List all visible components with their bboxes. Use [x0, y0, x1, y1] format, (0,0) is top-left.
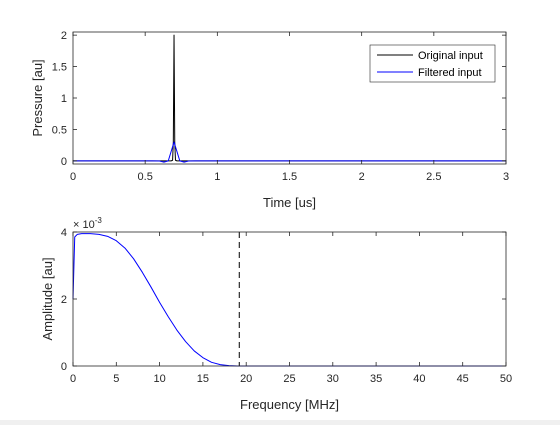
x-tick-label: 0 [70, 373, 76, 385]
x-tick-label: 35 [370, 373, 382, 385]
top-series-group [73, 34, 506, 163]
bottom-ticks-group: 0 5 10 15 20 25 30 35 40 45 50 0 2 4 [61, 227, 512, 385]
series-line-0-0 [73, 34, 506, 162]
legend-box [369, 44, 496, 83]
y-tick-label: 2 [61, 30, 67, 42]
x-tick-label: 1 [214, 171, 220, 183]
x-tick-label: 45 [457, 373, 469, 385]
top-y-axis-label: Pressure [au] [30, 59, 45, 136]
x-tick-label: 40 [413, 373, 425, 385]
bottom-exponent-label: × 10-3 [73, 216, 102, 231]
top-ticks-group: 0 0.5 1 1.5 2 2.5 3 0 0.5 1 1.5 2 [52, 30, 509, 183]
x-tick-label: 30 [327, 373, 339, 385]
y-tick-label: 1 [61, 93, 67, 105]
exponent-base: × 10 [73, 219, 95, 231]
bottom-x-axis-label: Frequency [MHz] [240, 397, 339, 412]
top-axes: 0 0.5 1 1.5 2 2.5 3 0 0.5 1 1.5 2 Time [us] Pressur… [30, 30, 509, 210]
series-line-0-1 [73, 141, 506, 163]
y-tick-label: 1.5 [52, 62, 67, 74]
x-tick-label: 20 [240, 373, 252, 385]
bottom-axes-background [73, 232, 506, 366]
x-tick-label: 5 [113, 373, 119, 385]
x-tick-label: 2.5 [426, 171, 441, 183]
y-tick-label: 2 [61, 294, 67, 306]
legend-label-original-input: Original input [418, 50, 483, 62]
x-tick-label: 10 [153, 373, 165, 385]
x-tick-label: 2 [359, 171, 365, 183]
y-tick-label: 0.5 [52, 124, 67, 136]
legend: Original input Filtered input [369, 44, 496, 83]
bottom-axes: 0 5 10 15 20 25 30 35 40 45 50 0 2 4 × 10-3 Frequency… [40, 216, 512, 412]
x-tick-label: 3 [503, 171, 509, 183]
x-tick-label: 50 [500, 373, 512, 385]
x-tick-label: 25 [283, 373, 295, 385]
x-tick-label: 0 [70, 171, 76, 183]
legend-label-filtered-input: Filtered input [418, 67, 482, 79]
top-x-axis-label: Time [us] [263, 195, 316, 210]
x-tick-label: 15 [197, 373, 209, 385]
y-tick-label: 0 [61, 361, 67, 373]
exponent-power: -3 [95, 216, 103, 225]
x-tick-label: 1.5 [282, 171, 297, 183]
x-tick-label: 0.5 [138, 171, 153, 183]
y-tick-label: 4 [61, 227, 67, 239]
bottom-y-axis-label: Amplitude [au] [40, 257, 55, 340]
y-tick-label: 0 [61, 156, 67, 168]
